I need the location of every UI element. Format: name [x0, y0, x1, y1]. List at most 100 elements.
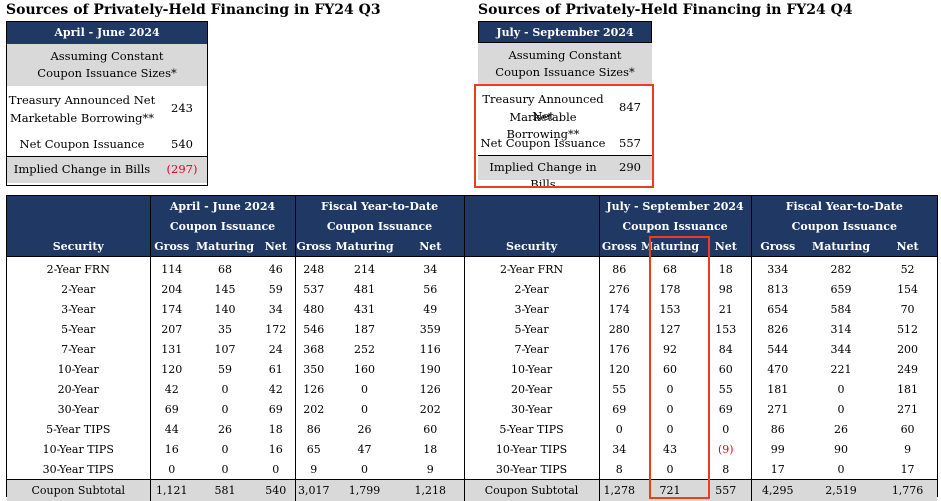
value-cell: 0	[221, 462, 229, 476]
q4-coupon-label: Net Coupon Issuance	[480, 136, 606, 150]
value-cell: 0	[221, 442, 229, 456]
value-cell: 0	[272, 462, 280, 476]
value-cell: 0	[666, 402, 674, 416]
value-cell: 271	[897, 402, 919, 416]
subtotal-value: 557	[701, 479, 752, 501]
value-cell: 34	[423, 262, 438, 276]
security-cell: 10-Year TIPS	[463, 439, 600, 459]
value-cell: 181	[897, 382, 919, 396]
subtotal-value: 540	[257, 479, 296, 501]
value-cell: 282	[830, 262, 852, 276]
value-cell: 8	[722, 462, 730, 476]
value-cell: 174	[598, 299, 640, 319]
value-cell: 480	[294, 299, 333, 319]
value-cell: 69	[149, 399, 193, 419]
value-cell: 470	[750, 359, 805, 379]
table-row: 10-Year 120 59 61 350 160 190 10-Year 120 60 60 470…	[7, 359, 937, 379]
value-cell: 120	[149, 359, 193, 379]
value-cell: 537	[294, 279, 333, 299]
value-cell: 99	[750, 439, 805, 459]
left-group1-line2: Coupon Issuance	[149, 216, 296, 236]
q3-borrowing-value: 243	[171, 101, 193, 115]
value-cell: 271	[750, 399, 805, 419]
value-cell: 214	[354, 262, 376, 276]
value-cell: 114	[149, 256, 193, 279]
value-cell: 160	[354, 362, 376, 376]
table-row: 2-Year FRN 114 68 46 248 214 34 2-Year FRN 86 68 1…	[7, 256, 937, 279]
column-header: Gross	[598, 236, 640, 257]
value-cell: 52	[900, 262, 915, 276]
q3-summary-box: April - June 2024 Assuming Constant Coup…	[6, 21, 208, 186]
subtotal-label: Coupon Subtotal	[463, 479, 600, 501]
value-cell: 55	[598, 379, 640, 399]
security-cell: 2-Year	[61, 282, 96, 296]
column-header-row: Security Gross Maturing Net Gross Maturi…	[7, 236, 938, 257]
subtotal-row: Coupon Subtotal 1,121 581 540 3,017 1,799 1,21…	[7, 479, 938, 501]
subtotal-label: Coupon Subtotal	[7, 479, 150, 501]
security-cell: 2-Year	[463, 279, 600, 299]
value-cell: 17	[750, 459, 805, 480]
value-cell: 26	[357, 422, 372, 436]
security-cell: 5-Year	[463, 319, 600, 339]
security-cell: 20-Year	[463, 379, 600, 399]
value-cell: 92	[663, 342, 678, 356]
value-cell: 0	[837, 402, 845, 416]
q4-bills-value: 290	[619, 160, 641, 174]
value-cell: 202	[294, 399, 333, 419]
value-cell: 46	[268, 262, 283, 276]
value-cell: 60	[718, 362, 733, 376]
value-cell: 26	[834, 422, 849, 436]
value-cell: 60	[663, 362, 678, 376]
value-cell: 43	[663, 442, 678, 456]
value-cell: 584	[830, 302, 852, 316]
value-cell: 176	[598, 339, 640, 359]
subtotal-value: 1,278	[598, 479, 640, 501]
value-cell: 9	[904, 442, 912, 456]
value-cell: 0	[666, 422, 674, 436]
value-cell: 86	[750, 419, 805, 439]
security-cell: 20-Year	[57, 382, 99, 396]
value-cell: 8	[598, 459, 640, 480]
value-cell: 153	[715, 322, 737, 336]
value-cell: 0	[221, 382, 229, 396]
value-cell: 200	[897, 342, 919, 356]
value-cell: 368	[294, 339, 333, 359]
value-cell: 0	[149, 459, 193, 480]
value-cell: 70	[900, 302, 915, 316]
value-cell: 654	[750, 299, 805, 319]
column-header: Maturing	[332, 236, 398, 257]
q3-borrowing-line2: Marketable Borrowing**	[10, 111, 154, 125]
value-cell: (9)	[718, 442, 734, 456]
value-cell: 512	[897, 322, 919, 336]
value-cell: 84	[718, 342, 733, 356]
q4-assumption-line2: Coupon Issuance Sizes*	[495, 65, 635, 79]
security-cell: 5-Year TIPS	[46, 422, 111, 436]
value-cell: 659	[830, 282, 852, 296]
value-cell: 86	[294, 419, 333, 439]
value-cell: 59	[268, 282, 283, 296]
right-group2-line1: Fiscal Year-to-Date	[750, 196, 938, 216]
column-header: Gross	[294, 236, 333, 257]
q3-assumption-line2: Coupon Issuance Sizes*	[37, 66, 177, 80]
subtotal-value: 1,776	[878, 479, 938, 501]
value-cell: 813	[750, 279, 805, 299]
value-cell: 18	[423, 442, 438, 456]
security-cell: 2-Year FRN	[46, 262, 110, 276]
value-cell: 34	[268, 302, 283, 316]
value-cell: 140	[214, 302, 236, 316]
table-row: 5-Year TIPS 44 26 18 86 26 60 5-Year TIPS 0 0 0 86 2…	[7, 419, 937, 439]
value-cell: 359	[419, 322, 441, 336]
value-cell: 334	[750, 256, 805, 279]
left-group2-line2: Coupon Issuance	[294, 216, 465, 236]
value-cell: 56	[423, 282, 438, 296]
security-cell: 30-Year TIPS	[42, 462, 114, 476]
column-header: Security	[463, 236, 600, 257]
q3-title: Sources of Privately-Held Financing in F…	[6, 2, 381, 18]
security-cell: 10-Year TIPS	[42, 442, 114, 456]
security-cell: 10-Year	[57, 362, 99, 376]
security-cell: 30-Year TIPS	[463, 459, 600, 480]
q3-bills-value: (297)	[166, 162, 198, 176]
table-row: 7-Year 131 107 24 368 252 116 7-Year 176 92 84 544 3…	[7, 339, 937, 359]
q3-coupon-label: Net Coupon Issuance	[19, 137, 145, 151]
value-cell: 69	[268, 402, 283, 416]
